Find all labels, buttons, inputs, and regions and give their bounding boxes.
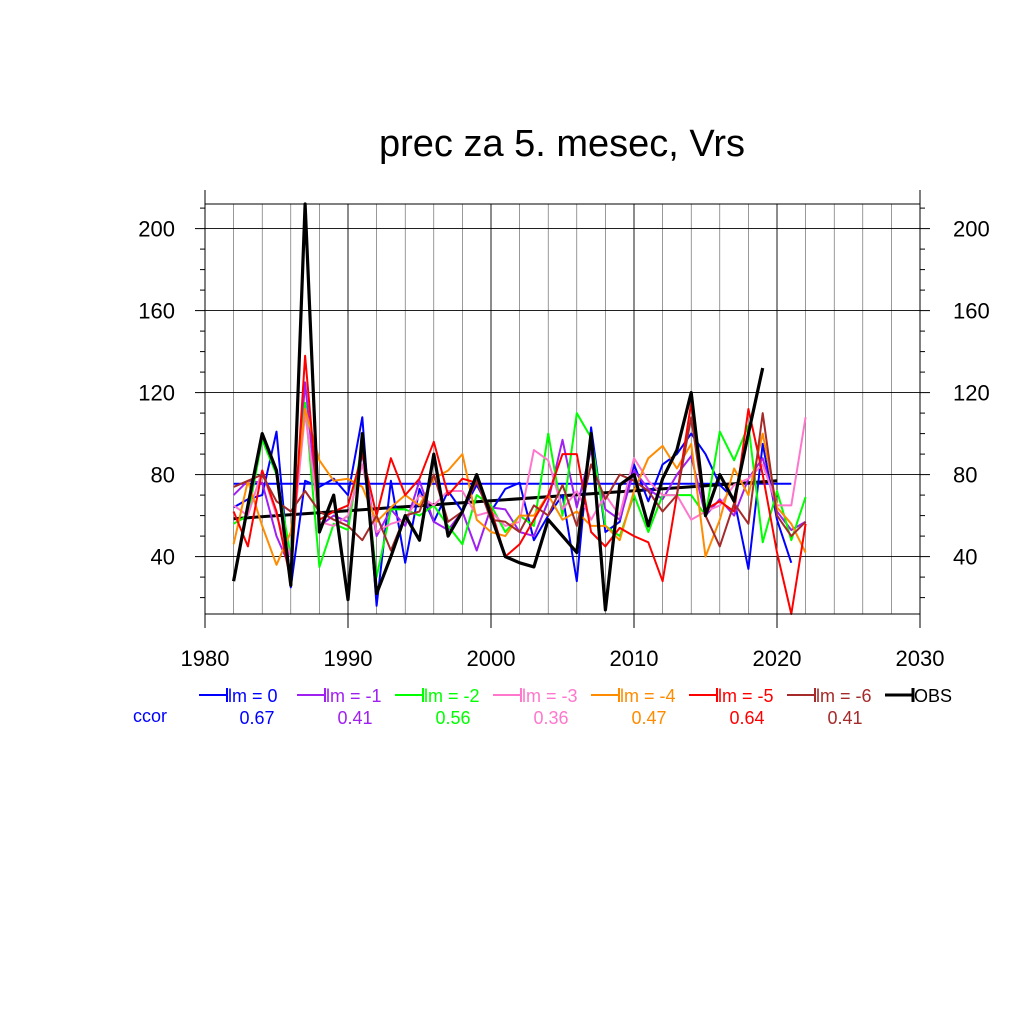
x-tick-label: 2000 (467, 646, 516, 671)
series-line (232, 408, 807, 566)
y-tick-label-right: 120 (953, 381, 990, 406)
ccor-label: ccor (133, 706, 167, 726)
legend-label: lm = -3 (522, 686, 578, 706)
ccor-value: 0.41 (337, 708, 372, 728)
legend-label: lm = -1 (326, 686, 382, 706)
legend-label: lm = 0 (228, 686, 278, 706)
ccor-value: 0.36 (533, 708, 568, 728)
ccor-value: 0.56 (435, 708, 470, 728)
grid (204, 204, 921, 614)
y-tick-label-left: 160 (138, 299, 175, 324)
ccor-value: 0.47 (631, 708, 666, 728)
ccor-value: 0.41 (827, 708, 862, 728)
axis-ticks: 40 40 80 80 120 120 160 160 200 200 1980 1990 2000 20… (138, 207, 990, 671)
y-tick-label-right: 80 (953, 463, 977, 488)
x-tick-label: 1980 (181, 646, 230, 671)
trend-line (233, 479, 778, 521)
legend-label: lm = -6 (816, 686, 872, 706)
x-tick-label: 1990 (324, 646, 373, 671)
y-tick-label-left: 200 (138, 217, 175, 242)
legend-label: OBS (914, 686, 952, 706)
y-tick-label-left: 120 (138, 381, 175, 406)
ccor-value: 0.64 (729, 708, 764, 728)
legend-label: lm = -4 (620, 686, 676, 706)
x-tick-label: 2020 (753, 646, 802, 671)
legend-label: lm = -5 (718, 686, 774, 706)
series-line (233, 412, 807, 558)
chart-title: prec za 5. mesec, Vrs (379, 123, 745, 165)
ccor-value: 0.67 (239, 708, 274, 728)
y-tick-label-right: 40 (953, 545, 977, 570)
y-tick-label-left: 80 (151, 463, 175, 488)
y-tick-label-right: 200 (953, 217, 990, 242)
x-tick-label: 2030 (896, 646, 945, 671)
x-tick-label: 2010 (610, 646, 659, 671)
y-tick-label-right: 160 (953, 299, 990, 324)
y-tick-label-left: 40 (151, 545, 175, 570)
plot-frame (204, 190, 921, 628)
series-lines (232, 202, 807, 615)
legend-label: lm = -2 (424, 686, 480, 706)
series-line (233, 412, 807, 552)
series-line (232, 202, 765, 612)
